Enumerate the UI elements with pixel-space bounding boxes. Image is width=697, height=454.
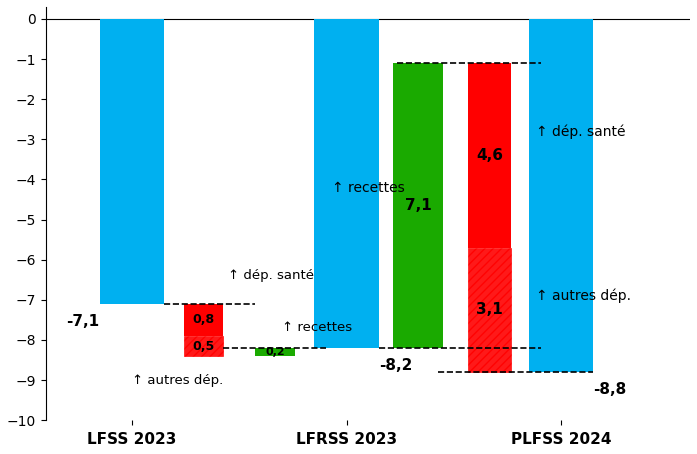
Bar bbox=[184, 336, 223, 356]
Text: 0,2: 0,2 bbox=[265, 347, 285, 357]
Bar bbox=[529, 19, 593, 372]
Text: ↑ dép. santé: ↑ dép. santé bbox=[536, 124, 626, 138]
Text: 7,1: 7,1 bbox=[405, 198, 431, 213]
Text: -8,8: -8,8 bbox=[593, 382, 627, 397]
Bar bbox=[468, 63, 511, 248]
Bar bbox=[255, 348, 295, 356]
Bar bbox=[314, 19, 378, 348]
Text: ↑ autres dép.: ↑ autres dép. bbox=[536, 289, 631, 303]
Text: ↑ dép. santé: ↑ dép. santé bbox=[229, 269, 314, 282]
Text: 0,8: 0,8 bbox=[192, 313, 215, 326]
Text: ↑ recettes: ↑ recettes bbox=[282, 321, 352, 335]
Bar bbox=[468, 248, 511, 372]
Bar bbox=[184, 304, 223, 336]
Text: -8,2: -8,2 bbox=[378, 358, 412, 373]
Text: 3,1: 3,1 bbox=[476, 302, 503, 317]
Text: 0,5: 0,5 bbox=[192, 340, 215, 352]
Text: 4,6: 4,6 bbox=[476, 148, 503, 163]
Text: ↑ autres dép.: ↑ autres dép. bbox=[132, 374, 223, 387]
Bar bbox=[100, 19, 164, 304]
Text: ↑ recettes: ↑ recettes bbox=[332, 181, 405, 194]
Bar bbox=[393, 63, 443, 348]
Text: -7,1: -7,1 bbox=[66, 314, 100, 329]
